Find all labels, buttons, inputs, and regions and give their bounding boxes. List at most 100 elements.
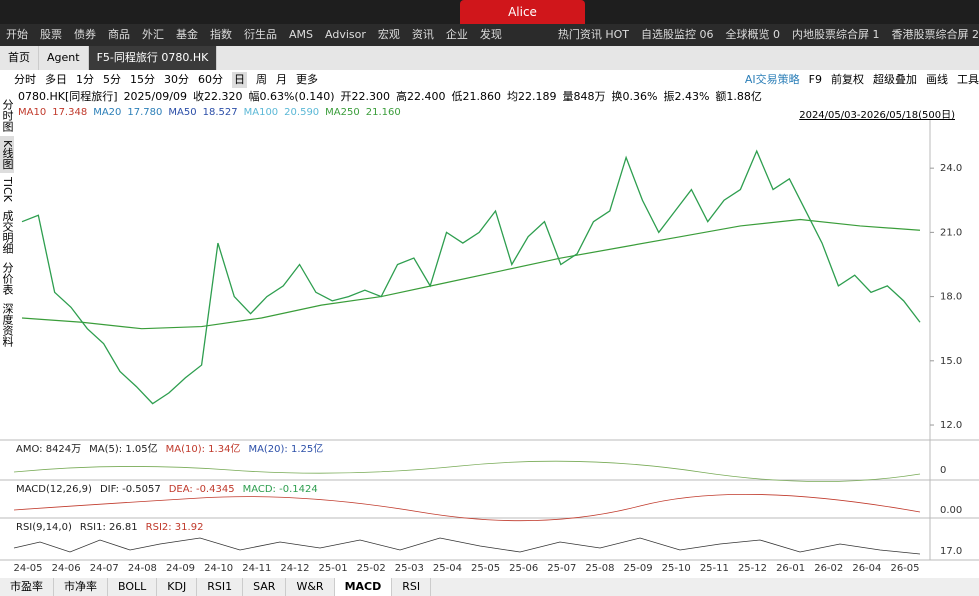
amo-line [13, 460, 921, 482]
indicator-label: MA(5): 1.05亿 [89, 442, 157, 455]
period-button[interactable]: 60分 [198, 73, 223, 86]
ma-name: MA50 [168, 107, 197, 118]
menu-item[interactable]: 衍生品 [244, 28, 277, 41]
x-tick-label: 24-11 [242, 563, 271, 574]
menu-right-item[interactable]: 内地股票综合屏 1 [792, 28, 880, 41]
y-tick-label: 21.0 [940, 227, 962, 238]
indicator-tabs: 市盈率 市净率 BOLL KDJ RSI1 SAR W&R MACD RSI [0, 578, 979, 596]
quote-field: 均22.189 [507, 90, 557, 103]
x-tick-label: 25-12 [738, 563, 767, 574]
sidebar: 分时图 K线图 TICK 成交明细分价表深度资料 [0, 95, 14, 351]
quote-field: 低21.860 [451, 90, 502, 103]
tool-button[interactable]: 工具 [957, 73, 979, 86]
ma-value: 17.348 [52, 107, 88, 118]
x-tick-label: 25-08 [585, 563, 614, 574]
tab-bar: 首页 Agent F5-同程旅行 0780.HK [0, 46, 979, 70]
quote-field: 振2.43% [663, 90, 710, 103]
x-tick-label: 24-10 [204, 563, 233, 574]
menu-item[interactable]: AMS [289, 28, 313, 41]
tool-button[interactable]: 超级叠加 [873, 73, 917, 86]
y-tick-label: 12.0 [940, 420, 962, 431]
period-button[interactable]: 5分 [103, 73, 121, 86]
period-button[interactable]: 分时 [14, 73, 36, 86]
title-bar: Alice [0, 0, 979, 24]
period-button[interactable]: 周 [256, 73, 267, 86]
indicator-tab[interactable]: MACD [334, 578, 393, 596]
period-button[interactable]: 15分 [130, 73, 155, 86]
indicator-label: MA(20): 1.25亿 [248, 442, 323, 455]
tool-button[interactable]: 画线 [926, 73, 948, 86]
menu-item[interactable]: 开始 [6, 28, 28, 41]
side-tab[interactable]: K线图 [0, 136, 14, 174]
ma-name: MA250 [325, 107, 360, 118]
date-range[interactable]: 2024/05/03-2026/05/18(500日) [799, 110, 955, 121]
indicator-tab[interactable]: RSI [392, 578, 432, 596]
indicator-tab[interactable]: 市盈率 [0, 578, 54, 596]
ma-line [21, 218, 921, 330]
period-button[interactable]: 更多 [296, 73, 318, 86]
quote-field: 开22.300 [340, 90, 391, 103]
menu-right-item[interactable]: 热门资讯 HOT [557, 28, 629, 41]
x-tick-label: 25-09 [624, 563, 653, 574]
menu-item[interactable]: 企业 [445, 28, 468, 41]
period-button[interactable]: 日 [232, 72, 247, 88]
menu-item[interactable]: 债券 [74, 28, 96, 41]
menu-right-item[interactable]: 香港股票综合屏 2 [891, 28, 979, 41]
x-tick-label: 26-01 [776, 563, 805, 574]
tool-button[interactable]: 前复权 [831, 73, 864, 86]
menu-item[interactable]: Advisor [325, 28, 366, 41]
tool-button[interactable]: F9 [808, 73, 822, 86]
indicator-label: DIF: -0.5057 [100, 484, 161, 495]
indicator-tab[interactable]: SAR [243, 578, 287, 596]
side-tab[interactable]: 分时图 [1, 99, 14, 132]
menu-item[interactable]: 指数 [210, 28, 232, 41]
quote-field: 收22.320 [192, 90, 243, 103]
menu-bar: 开始 股票 债券 商品 外汇 基金 指数 衍生品 AMS Advisor 宏观 资讯 企业 发现 热门资讯 … [0, 24, 979, 46]
menu-item[interactable]: 基金 [176, 28, 198, 41]
x-tick-label: 26-04 [852, 563, 881, 574]
x-tick-label: 24-08 [128, 563, 157, 574]
menu-item[interactable]: 股票 [40, 28, 62, 41]
indicator-tab[interactable]: RSI1 [197, 578, 244, 596]
spacer [327, 72, 736, 88]
menu-right-item[interactable]: 自选股监控 06 [641, 28, 714, 41]
period-button[interactable]: 多日 [45, 73, 67, 86]
side-tab[interactable]: 分价表 [1, 262, 14, 296]
tab[interactable]: F5-同程旅行 0780.HK [88, 46, 218, 70]
indicator-tick: 0.00 [940, 505, 962, 516]
x-tick-label: 24-05 [13, 563, 42, 574]
period-button[interactable]: 1分 [76, 73, 94, 86]
side-tab[interactable]: TICK [1, 177, 14, 203]
quote-line: 0780.HK[同程旅行] 2025/09/09 收22.320 幅0.63%(0.1… [18, 89, 762, 104]
indicator-label: RSI2: 31.92 [146, 522, 204, 533]
menu-item[interactable]: 发现 [479, 28, 502, 41]
tab[interactable]: 首页 [0, 46, 39, 70]
indicator-tab[interactable]: KDJ [157, 578, 198, 596]
menu-item[interactable]: 宏观 [377, 28, 400, 41]
period-button[interactable]: 月 [276, 73, 287, 86]
side-tab[interactable]: 成交明细 [1, 210, 14, 255]
tool-button[interactable]: AI交易策略 [744, 73, 800, 86]
indicator-tab[interactable]: 市净率 [54, 578, 108, 596]
menu-item[interactable]: 商品 [108, 28, 130, 41]
menu-item[interactable]: 外汇 [142, 28, 164, 41]
quote-field: 额1.88亿 [715, 90, 762, 103]
indicator-tab[interactable]: W&R [286, 578, 335, 596]
menu-right-item[interactable]: 全球概览 0 [725, 28, 781, 41]
x-tick-label: 26-05 [890, 563, 919, 574]
chart: 24.0 21.0 18.0 15.0 12.0 24-05 24-06 24-07 24-08… [0, 120, 979, 574]
x-tick-label: 25-03 [395, 563, 424, 574]
period-button[interactable]: 30分 [164, 73, 189, 86]
ma-value: 17.780 [127, 107, 163, 118]
tab[interactable]: Agent [39, 46, 89, 70]
quote-field: 2025/09/09 [123, 90, 187, 103]
user-tab[interactable]: Alice [460, 0, 585, 24]
side-tab[interactable]: 深度资料 [1, 303, 14, 348]
menu-item[interactable]: 资讯 [411, 28, 434, 41]
quote-field: 高22.400 [396, 90, 446, 103]
indicator-tab[interactable]: BOLL [108, 578, 158, 596]
ma-name: MA10 [18, 107, 47, 118]
indicator-label: DEA: -0.4345 [169, 484, 235, 495]
x-tick-label: 26-02 [814, 563, 843, 574]
